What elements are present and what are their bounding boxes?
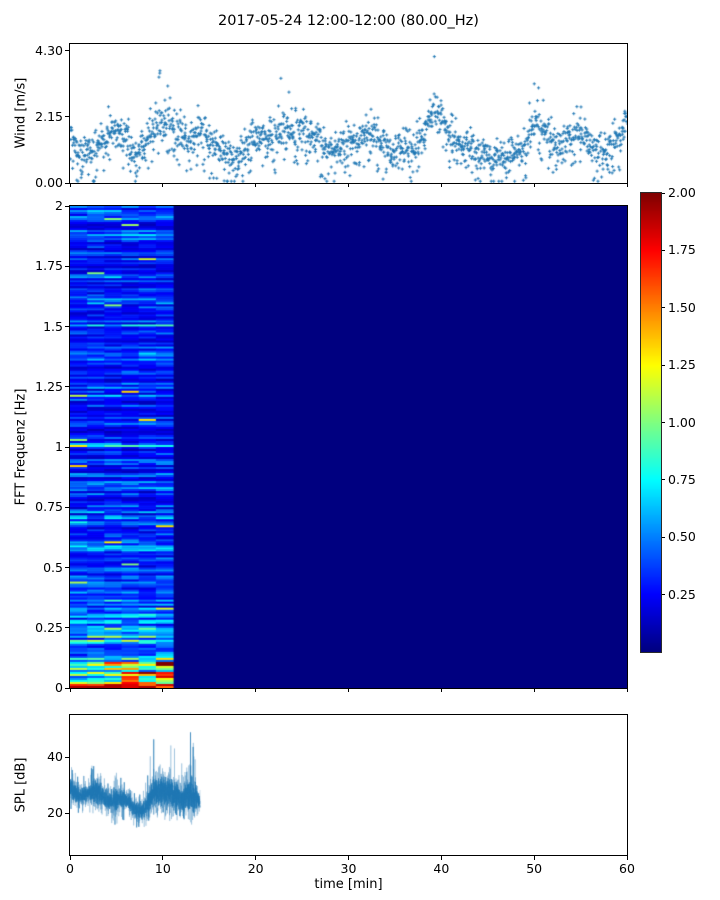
wind-x-tick-mark [348,184,349,187]
colorbar-tick-label: 1.00 [668,414,696,430]
spl-y-tick-mark [65,756,69,758]
fft-y-tick-label: 1 [55,439,63,454]
colorbar-tick-label: 0.75 [668,471,696,487]
wind-y-tick-mark [65,50,69,52]
fft-y-tick-mark [65,627,69,629]
time-tick-label: 10 [154,861,171,876]
colorbar-tick-mark [662,192,665,194]
time-tick-label: 0 [66,861,74,876]
wind-x-tick-mark [255,184,257,187]
fft-y-tick-mark [65,265,69,267]
colorbar-gradient [641,193,661,652]
colorbar-tick-mark [662,479,665,481]
fft-y-tick-label: 1.5 [43,318,63,334]
wind-scatter-canvas [70,44,627,183]
fft-x-tick-mark [626,689,628,692]
wind-y-tick-mark [65,116,69,118]
fft-x-tick-mark [255,689,257,692]
fft-x-tick-mark [69,689,71,692]
wind-x-tick-mark [533,184,535,187]
colorbar-tick-mark [662,536,665,538]
fft-y-tick-label: 2 [55,198,63,213]
fft-y-tick-mark [65,687,69,689]
spl-y-tick-label: 40 [47,749,63,764]
colorbar-tick-mark [662,249,665,251]
wind-y-tick-label: 2.15 [35,108,63,124]
time-tick-mark [626,856,628,860]
wind-axes [69,43,628,184]
time-tick-label: 30 [340,861,357,876]
wind-y-tick-label: 0.00 [35,175,63,190]
time-tick-mark [533,856,535,860]
colorbar-tick-mark [662,307,665,309]
fft-y-tick-label: 1.75 [35,258,63,274]
colorbar-tick-label: 1.25 [668,357,696,373]
time-tick-label: 60 [619,861,635,876]
colorbar-tick-label: 1.50 [668,299,696,315]
time-tick-mark [440,856,442,860]
fft-y-tick-mark [65,386,69,388]
fft-y-tick-mark [65,567,69,568]
fft-y-tick-mark [65,506,69,508]
wind-y-tick-label: 4.30 [35,42,63,58]
x-axis-label: time [min] [314,877,383,892]
wind-x-tick-mark [162,184,164,187]
fft-y-tick-label: 1.25 [35,378,63,394]
wind-x-tick-mark [69,184,71,187]
spl-y-tick-label: 20 [47,805,63,820]
colorbar [640,192,662,653]
spl-line-canvas [70,715,627,855]
fft-x-tick-mark [440,689,442,692]
spectrogram-axes [69,205,628,689]
time-tick-label: 40 [433,861,450,876]
fft-y-tick-mark [65,326,69,327]
fft-y-tick-label: 0.5 [43,559,63,575]
wind-y-tick-mark [65,182,69,184]
fft-y-tick-mark [65,446,69,448]
time-tick-label: 20 [247,861,264,876]
fft-x-tick-mark [533,689,535,692]
colorbar-tick-mark [662,364,665,366]
figure-title: 2017-05-24 12:00-12:00 (80.00_Hz) [218,13,479,29]
colorbar-tick-label: 1.75 [668,242,696,258]
colorbar-tick-mark [662,594,665,596]
time-tick-mark [255,856,257,860]
time-tick-mark [348,856,349,860]
fft-y-tick-mark [65,205,69,207]
colorbar-tick-label: 0.25 [668,586,696,602]
colorbar-tick-label: 0.50 [668,529,696,545]
spectrogram-canvas [70,206,627,688]
time-tick-mark [69,856,71,860]
spl-axes [69,714,628,856]
fft-x-tick-mark [348,689,349,692]
colorbar-tick-label: 2.00 [668,185,696,200]
wind-x-tick-mark [626,184,628,187]
spl-y-tick-mark [65,812,69,814]
fft-y-tick-label: 0.25 [35,619,63,635]
colorbar-tick-mark [662,422,665,423]
fft-x-tick-mark [162,689,164,692]
time-tick-label: 50 [526,861,543,876]
wind-x-tick-mark [440,184,442,187]
fft-y-tick-label: 0 [55,680,63,695]
fft-y-tick-label: 0.75 [35,499,63,515]
time-tick-mark [162,856,164,860]
